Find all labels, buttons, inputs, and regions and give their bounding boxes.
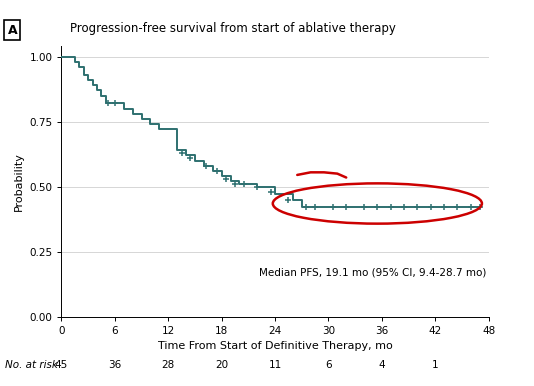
Text: Median PFS, 19.1 mo (95% CI, 9.4-28.7 mo): Median PFS, 19.1 mo (95% CI, 9.4-28.7 mo… [259,267,486,278]
Text: 11: 11 [269,360,281,370]
Text: A: A [7,24,17,37]
Text: Progression-free survival from start of ablative therapy: Progression-free survival from start of … [70,22,396,35]
Text: No. at risk: No. at risk [5,360,58,370]
Text: 36: 36 [108,360,121,370]
Text: 45: 45 [55,360,68,370]
Text: 1: 1 [432,360,438,370]
Y-axis label: Probability: Probability [14,152,23,211]
Text: 6: 6 [325,360,332,370]
X-axis label: Time From Start of Definitive Therapy, mo: Time From Start of Definitive Therapy, m… [158,341,392,351]
Text: 4: 4 [379,360,385,370]
Text: 20: 20 [215,360,228,370]
Text: 28: 28 [162,360,175,370]
